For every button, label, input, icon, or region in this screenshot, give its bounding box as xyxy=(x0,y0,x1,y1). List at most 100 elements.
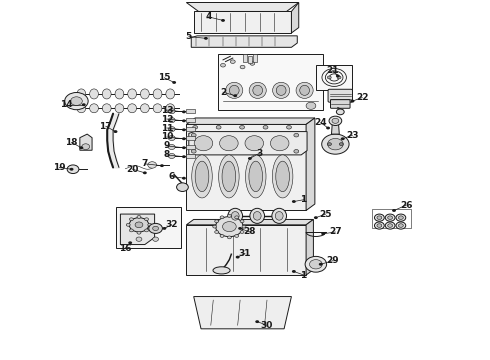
Circle shape xyxy=(310,260,322,269)
Circle shape xyxy=(292,270,296,273)
Ellipse shape xyxy=(90,104,98,113)
Text: 23: 23 xyxy=(346,131,359,140)
Circle shape xyxy=(137,231,141,234)
Circle shape xyxy=(70,168,74,171)
Circle shape xyxy=(128,241,132,244)
Ellipse shape xyxy=(102,104,111,113)
Bar xyxy=(243,54,247,62)
Circle shape xyxy=(145,229,148,232)
Circle shape xyxy=(388,216,392,220)
Circle shape xyxy=(227,215,231,217)
Text: 14: 14 xyxy=(60,100,73,109)
Ellipse shape xyxy=(153,89,162,99)
Text: 17: 17 xyxy=(99,122,112,131)
Circle shape xyxy=(374,214,384,221)
Circle shape xyxy=(182,155,186,158)
Text: 12: 12 xyxy=(161,114,173,123)
Ellipse shape xyxy=(229,85,239,95)
Ellipse shape xyxy=(220,136,238,151)
Ellipse shape xyxy=(77,104,86,113)
Circle shape xyxy=(255,320,259,323)
Circle shape xyxy=(182,111,186,113)
Circle shape xyxy=(319,263,323,266)
Circle shape xyxy=(193,126,197,129)
Text: 5: 5 xyxy=(186,32,192,41)
Circle shape xyxy=(240,230,244,233)
Bar xyxy=(186,136,195,140)
Circle shape xyxy=(82,144,90,149)
Text: 13: 13 xyxy=(161,105,173,114)
Ellipse shape xyxy=(276,161,290,192)
Text: 29: 29 xyxy=(327,256,339,265)
Ellipse shape xyxy=(253,212,261,220)
Text: 16: 16 xyxy=(119,244,131,253)
Circle shape xyxy=(321,232,325,235)
Circle shape xyxy=(248,157,252,160)
Ellipse shape xyxy=(250,208,265,224)
Circle shape xyxy=(216,217,243,237)
Circle shape xyxy=(227,236,231,239)
Circle shape xyxy=(314,216,318,219)
Circle shape xyxy=(65,93,88,110)
Circle shape xyxy=(294,149,299,153)
Bar xyxy=(186,154,195,158)
Ellipse shape xyxy=(166,89,174,99)
Circle shape xyxy=(182,120,186,122)
Circle shape xyxy=(398,224,403,227)
Circle shape xyxy=(114,130,118,133)
Text: 21: 21 xyxy=(327,66,339,75)
Circle shape xyxy=(143,171,147,174)
Text: 26: 26 xyxy=(400,201,413,210)
Text: 22: 22 xyxy=(356,93,368,102)
Circle shape xyxy=(168,135,175,140)
Text: 32: 32 xyxy=(166,220,178,229)
Ellipse shape xyxy=(276,85,286,95)
Circle shape xyxy=(240,126,245,129)
Circle shape xyxy=(377,216,382,220)
Circle shape xyxy=(213,225,217,228)
Circle shape xyxy=(71,97,82,105)
Bar xyxy=(316,64,352,90)
Ellipse shape xyxy=(77,89,86,99)
Circle shape xyxy=(136,237,142,241)
Text: 19: 19 xyxy=(53,163,66,172)
Circle shape xyxy=(168,153,175,158)
Text: 6: 6 xyxy=(169,172,175,181)
Polygon shape xyxy=(292,3,299,33)
Ellipse shape xyxy=(226,82,243,98)
Text: 15: 15 xyxy=(158,73,171,82)
Circle shape xyxy=(220,234,224,237)
Circle shape xyxy=(176,183,188,192)
Circle shape xyxy=(215,230,219,233)
Ellipse shape xyxy=(192,155,212,198)
Ellipse shape xyxy=(245,155,266,198)
Ellipse shape xyxy=(245,136,264,151)
Ellipse shape xyxy=(272,155,293,198)
Circle shape xyxy=(129,218,149,232)
Ellipse shape xyxy=(128,104,137,113)
Circle shape xyxy=(396,222,406,229)
FancyBboxPatch shape xyxy=(328,89,352,102)
Circle shape xyxy=(327,76,331,79)
Circle shape xyxy=(322,134,349,154)
Ellipse shape xyxy=(141,89,149,99)
Text: 20: 20 xyxy=(126,165,139,174)
Ellipse shape xyxy=(228,208,243,224)
Circle shape xyxy=(222,222,236,231)
Ellipse shape xyxy=(296,82,313,98)
Circle shape xyxy=(191,134,196,137)
Ellipse shape xyxy=(272,208,287,224)
Polygon shape xyxy=(186,118,315,125)
Circle shape xyxy=(329,116,342,126)
Circle shape xyxy=(168,118,175,123)
Ellipse shape xyxy=(222,161,236,192)
Circle shape xyxy=(160,164,164,167)
Circle shape xyxy=(168,109,175,114)
Text: 2: 2 xyxy=(220,87,226,96)
Circle shape xyxy=(220,216,224,219)
Text: 9: 9 xyxy=(164,141,170,150)
Ellipse shape xyxy=(115,89,124,99)
Circle shape xyxy=(216,126,221,129)
Text: 10: 10 xyxy=(161,132,173,141)
Circle shape xyxy=(350,100,354,103)
